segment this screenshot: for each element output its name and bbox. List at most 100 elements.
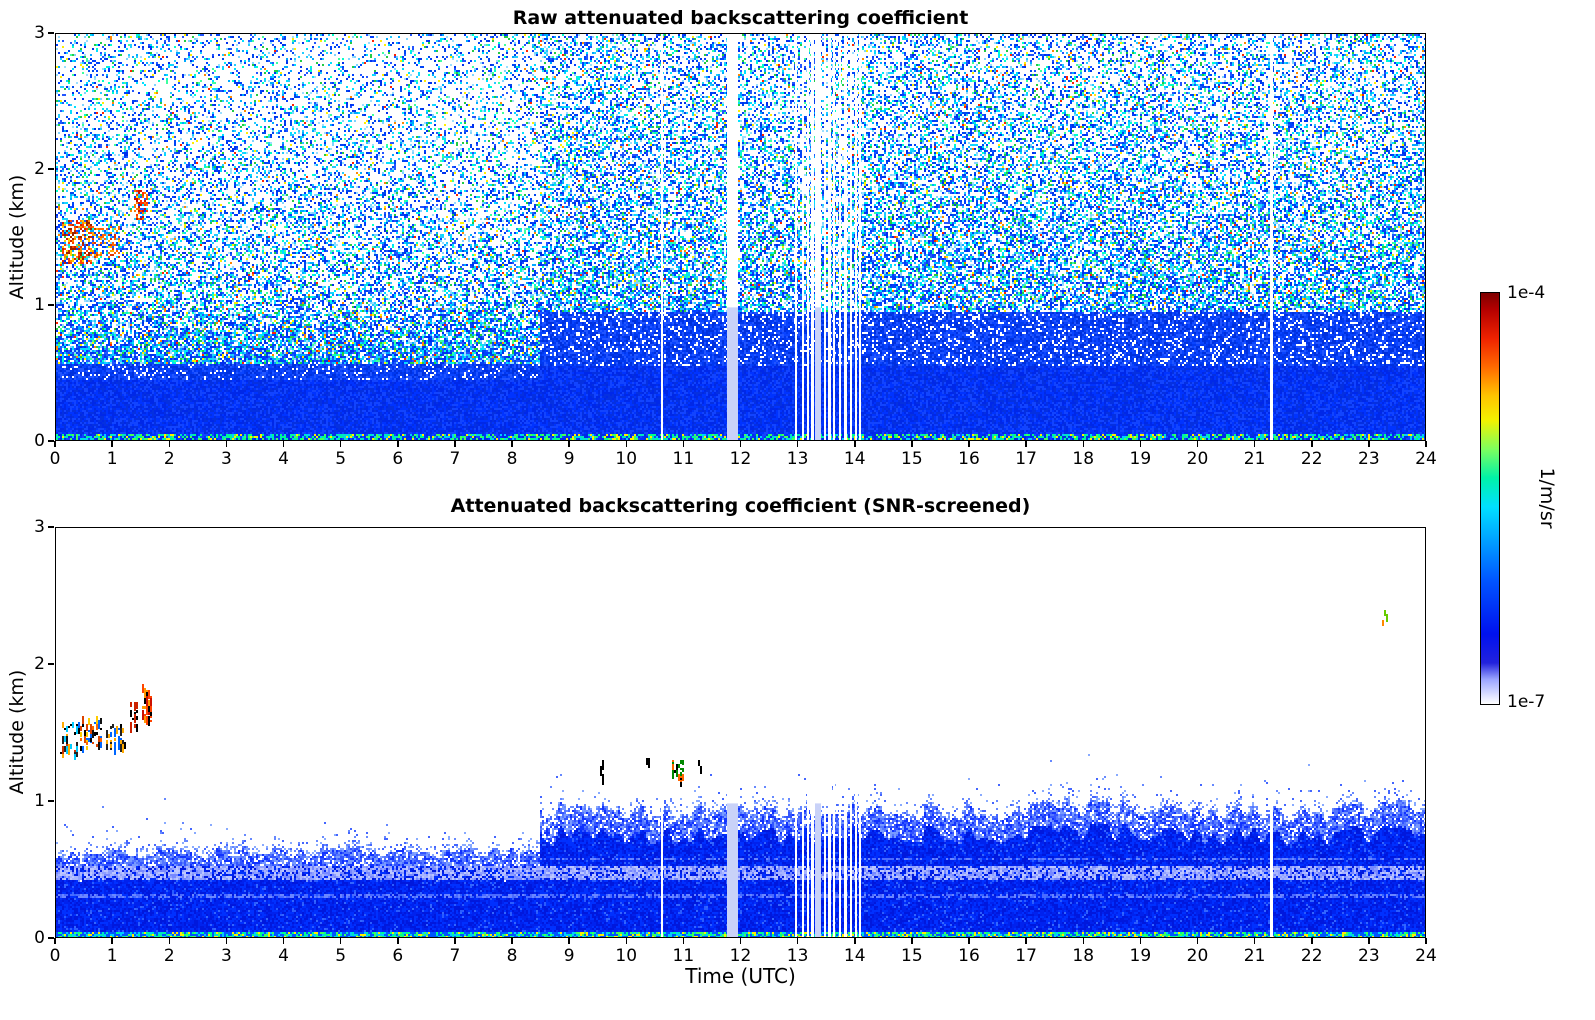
y-tick-mark	[48, 663, 54, 665]
y-tick-label: 2	[34, 159, 45, 179]
x-tick-mark	[1253, 441, 1256, 447]
x-tick-label: 5	[335, 449, 347, 469]
x-tick-label: 4	[278, 946, 289, 966]
x-tick-mark	[854, 938, 856, 944]
x-tick-mark	[1139, 441, 1142, 447]
x-tick-label: 10	[615, 449, 638, 469]
x-tick-label: 2	[163, 449, 175, 469]
x-tick-mark	[568, 441, 570, 447]
colorbar-max-label: 1e-4	[1507, 283, 1546, 303]
x-tick-mark	[854, 441, 856, 447]
y-tick-mark	[48, 937, 54, 939]
y-tick-label: 2	[34, 654, 45, 674]
x-tick-label: 12	[729, 946, 752, 966]
x-tick-label: 23	[1358, 946, 1380, 966]
screened-y-axis-label: Altitude (km)	[6, 669, 28, 795]
x-tick-mark	[625, 441, 627, 447]
screened-heatmap-canvas	[56, 528, 1425, 937]
x-tick-label: 6	[392, 449, 404, 469]
x-tick-mark	[1368, 938, 1370, 944]
y-tick-label: 0	[34, 431, 45, 451]
x-tick-label: 12	[729, 449, 752, 469]
x-tick-mark	[1253, 938, 1256, 944]
x-tick-mark	[739, 938, 742, 944]
x-tick-label: 9	[563, 449, 575, 469]
x-tick-mark	[968, 938, 970, 944]
x-tick-label: 11	[672, 946, 695, 966]
x-tick-mark	[1025, 441, 1027, 447]
colorbar-min-label: 1e-7	[1507, 692, 1546, 712]
x-tick-mark	[1082, 441, 1084, 447]
y-tick-label: 3	[34, 517, 45, 537]
x-tick-label: 8	[506, 449, 518, 469]
raw-heatmap	[55, 33, 1426, 441]
x-tick-mark	[454, 441, 456, 447]
x-tick-label: 8	[506, 946, 518, 966]
x-tick-label: 0	[49, 449, 61, 469]
x-tick-mark	[1311, 938, 1313, 944]
y-tick-mark	[48, 800, 54, 802]
x-tick-label: 14	[843, 449, 866, 469]
x-tick-label: 18	[1072, 946, 1095, 966]
screened-heatmap	[55, 527, 1426, 938]
x-tick-mark	[1025, 938, 1027, 944]
x-tick-label: 9	[563, 946, 575, 966]
x-tick-label: 19	[1129, 449, 1152, 469]
x-tick-label: 7	[449, 449, 461, 469]
x-tick-mark	[168, 938, 170, 944]
x-tick-mark	[111, 441, 113, 447]
x-tick-label: 3	[220, 449, 232, 469]
x-tick-mark	[911, 938, 913, 944]
x-tick-mark	[168, 441, 170, 447]
x-tick-mark	[796, 938, 799, 944]
x-tick-mark	[397, 441, 399, 447]
x-tick-mark	[1425, 441, 1427, 447]
x-tick-mark	[339, 441, 342, 447]
x-tick-mark	[796, 441, 799, 447]
x-tick-mark	[911, 441, 913, 447]
x-tick-mark	[739, 441, 742, 447]
x-tick-label: 24	[1415, 946, 1437, 966]
x-tick-label: 23	[1358, 449, 1380, 469]
x-tick-mark	[225, 938, 228, 944]
y-tick-mark	[48, 526, 54, 528]
x-tick-label: 15	[901, 449, 923, 469]
x-tick-label: 22	[1300, 946, 1323, 966]
colorbar-gradient	[1480, 292, 1500, 705]
x-tick-mark	[454, 938, 456, 944]
x-tick-label: 14	[843, 946, 866, 966]
x-tick-label: 20	[1186, 946, 1209, 966]
x-tick-mark	[1311, 441, 1313, 447]
y-tick-mark	[48, 304, 54, 306]
y-tick-mark	[48, 440, 54, 442]
x-tick-mark	[568, 938, 570, 944]
x-tick-label: 6	[392, 946, 404, 966]
raw-panel-title: Raw attenuated backscattering coefficien…	[512, 7, 969, 29]
colorbar-units-label: 1/m/sr	[1536, 467, 1558, 529]
x-tick-mark	[968, 441, 970, 447]
x-tick-label: 1	[106, 449, 118, 469]
x-tick-label: 11	[672, 449, 695, 469]
x-tick-mark	[1425, 938, 1427, 944]
x-tick-label: 4	[278, 449, 289, 469]
x-tick-label: 21	[1243, 946, 1266, 966]
x-tick-mark	[682, 441, 685, 447]
y-tick-label: 0	[34, 928, 45, 948]
x-tick-mark	[397, 938, 399, 944]
x-tick-mark	[511, 938, 513, 944]
x-tick-mark	[339, 938, 342, 944]
x-tick-mark	[54, 441, 56, 447]
y-tick-mark	[48, 168, 54, 170]
x-tick-mark	[225, 441, 228, 447]
x-tick-mark	[625, 938, 627, 944]
x-tick-label: 2	[163, 946, 175, 966]
screened-panel-title: Attenuated backscattering coefficient (S…	[450, 495, 1031, 517]
x-tick-label: 5	[335, 946, 347, 966]
x-tick-label: 19	[1129, 946, 1152, 966]
x-tick-mark	[1139, 938, 1142, 944]
x-tick-mark	[1368, 441, 1370, 447]
x-tick-label: 22	[1300, 449, 1323, 469]
